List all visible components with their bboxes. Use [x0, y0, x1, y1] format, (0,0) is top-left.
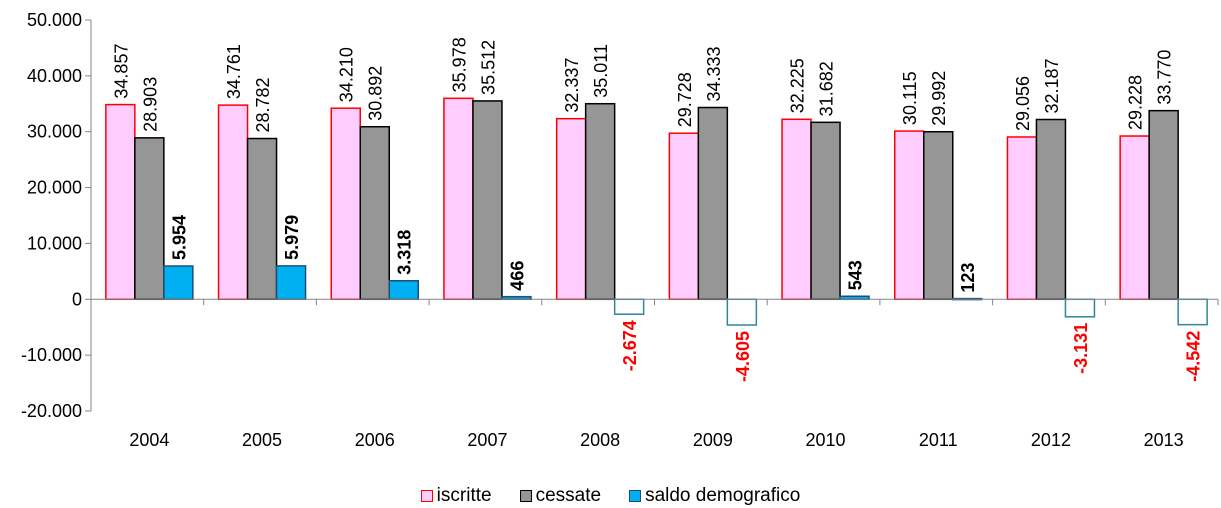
bar-iscritte	[217, 104, 249, 301]
bar-cessate	[697, 106, 729, 301]
y-tick-label: 30.000	[27, 122, 82, 142]
bar-iscritte	[105, 103, 136, 301]
y-tick-label: 10.000	[27, 233, 82, 253]
data-label-iscritte: 30.115	[900, 71, 920, 125]
data-label-saldo-demografico: -2.674	[620, 320, 640, 371]
data-label-saldo-demografico: -3.131	[1071, 323, 1091, 374]
x-tick-label: 2004	[129, 430, 169, 450]
data-label-iscritte: 29.728	[675, 72, 695, 127]
bar-iscritte	[781, 118, 812, 301]
bar-cessate	[246, 137, 278, 301]
y-tick-label: 50.000	[27, 10, 82, 30]
data-label-cessate: 35.512	[478, 40, 498, 95]
chart: -20.000 -10.000 0 10.000 20.000 30.000 40.000 5…	[21, 10, 1219, 450]
bar-cessate	[584, 102, 616, 301]
data-label-iscritte: 29.228	[1126, 75, 1146, 130]
data-label-cessate: 33.770	[1155, 50, 1175, 105]
data-label-iscritte: 34.210	[337, 47, 357, 102]
y-tick-label: -10.000	[21, 345, 82, 365]
legend-item-saldo: saldo demografico	[629, 485, 800, 507]
data-label-saldo-demografico: 5.954	[169, 215, 189, 260]
data-label-cessate: 29.992	[929, 71, 949, 126]
data-label-saldo-demografico: -4.605	[733, 331, 753, 382]
legend: iscritte cessate saldo demografico	[0, 484, 1221, 508]
bar-saldo-demografico	[726, 298, 758, 326]
data-label-saldo-demografico: -4.542	[1184, 331, 1204, 382]
data-label-iscritte: 32.225	[788, 58, 808, 113]
legend-label-cessate: cessate	[535, 485, 602, 506]
data-label-cessate: 32.187	[1042, 58, 1062, 113]
bar-cessate	[1148, 109, 1179, 301]
data-label-cessate: 34.333	[704, 46, 724, 101]
legend-swatch-iscritte	[420, 490, 433, 502]
bar-saldo-demografico	[1064, 298, 1096, 318]
bar-saldo-demografico	[275, 265, 307, 301]
data-label-iscritte: 35.978	[449, 37, 469, 92]
bar-saldo-demografico	[388, 280, 419, 301]
y-tick-label: 20.000	[27, 178, 82, 198]
legend-label-saldo: saldo demografico	[645, 485, 801, 506]
bar-iscritte	[443, 97, 474, 301]
x-tick-label: 2011	[919, 430, 958, 450]
x-tick-label: 2010	[806, 430, 846, 450]
y-tick-label: 0	[72, 289, 82, 309]
bar-cessate	[810, 121, 841, 301]
bar-saldo-demografico	[613, 298, 645, 315]
x-tick-label: 2008	[580, 430, 620, 450]
bar-iscritte	[1006, 136, 1038, 301]
x-tick-label: 2012	[1031, 430, 1071, 450]
legend-item-iscritte: iscritte	[420, 485, 492, 507]
bar-cessate	[1035, 118, 1067, 301]
bar-iscritte	[330, 107, 361, 301]
bar-iscritte	[894, 130, 925, 301]
bar-iscritte	[1119, 135, 1150, 301]
x-tick-label: 2009	[693, 430, 733, 450]
data-label-iscritte: 34.761	[224, 44, 244, 99]
x-tick-label: 2007	[467, 430, 507, 450]
data-label-iscritte: 29.056	[1013, 76, 1033, 131]
data-label-saldo-demografico: 123	[958, 263, 978, 293]
data-label-cessate: 28.903	[140, 77, 160, 132]
legend-swatch-cessate	[519, 490, 532, 502]
bar-cessate	[472, 100, 503, 301]
data-label-saldo-demografico: 5.979	[282, 215, 302, 260]
legend-item-cessate: cessate	[519, 485, 602, 507]
bar-iscritte	[668, 132, 700, 301]
data-label-saldo-demografico: 543	[846, 260, 866, 290]
bar-saldo-demografico	[163, 265, 194, 301]
bar-saldo-demografico	[1177, 298, 1208, 326]
data-label-saldo-demografico: 3.318	[395, 230, 415, 275]
data-label-cessate: 30.892	[366, 66, 386, 121]
data-label-saldo-demografico: 466	[507, 261, 527, 291]
y-tick-label: 40.000	[27, 66, 82, 86]
bar-cessate	[134, 137, 165, 301]
bar-cessate	[923, 131, 954, 301]
data-label-iscritte: 34.857	[111, 44, 131, 99]
data-label-cessate: 35.011	[591, 44, 611, 98]
bar-iscritte	[555, 117, 587, 301]
data-label-cessate: 28.782	[253, 77, 273, 132]
y-tick-label: -20.000	[21, 401, 82, 421]
data-label-iscritte: 32.337	[562, 58, 582, 113]
x-tick-label: 2013	[1144, 430, 1184, 450]
legend-label-iscritte: iscritte	[436, 485, 492, 506]
data-label-cessate: 31.682	[817, 61, 837, 116]
legend-swatch-saldo	[629, 490, 642, 502]
x-tick-label: 2005	[242, 430, 282, 450]
bar-cessate	[359, 125, 390, 301]
x-tick-label: 2006	[355, 430, 395, 450]
